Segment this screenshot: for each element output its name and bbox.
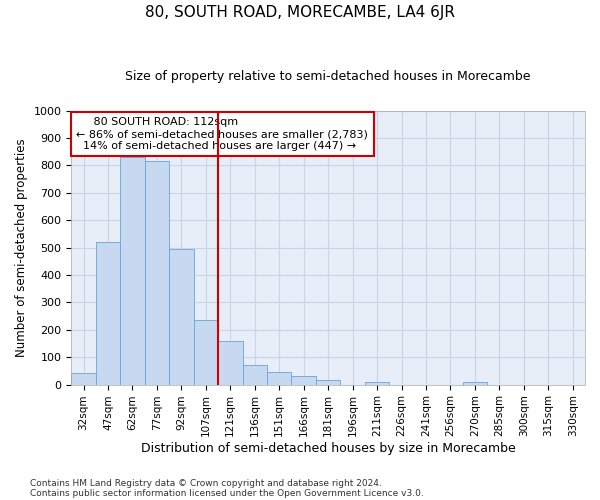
Title: Size of property relative to semi-detached houses in Morecambe: Size of property relative to semi-detach… bbox=[125, 70, 531, 83]
Text: 80, SOUTH ROAD, MORECAMBE, LA4 6JR: 80, SOUTH ROAD, MORECAMBE, LA4 6JR bbox=[145, 5, 455, 20]
Bar bbox=[365, 382, 389, 384]
Bar bbox=[292, 376, 316, 384]
Bar bbox=[145, 162, 169, 384]
Bar bbox=[242, 366, 267, 384]
Bar bbox=[218, 341, 242, 384]
Bar bbox=[463, 382, 487, 384]
Text: 80 SOUTH ROAD: 112sqm     
← 86% of semi-detached houses are smaller (2,783)
  1: 80 SOUTH ROAD: 112sqm ← 86% of semi-deta… bbox=[76, 118, 368, 150]
Bar bbox=[316, 380, 340, 384]
X-axis label: Distribution of semi-detached houses by size in Morecambe: Distribution of semi-detached houses by … bbox=[141, 442, 515, 455]
Bar bbox=[96, 242, 120, 384]
Bar bbox=[169, 249, 194, 384]
Bar bbox=[267, 372, 292, 384]
Bar bbox=[71, 373, 96, 384]
Y-axis label: Number of semi-detached properties: Number of semi-detached properties bbox=[15, 138, 28, 357]
Text: Contains public sector information licensed under the Open Government Licence v3: Contains public sector information licen… bbox=[30, 488, 424, 498]
Bar bbox=[120, 157, 145, 384]
Text: Contains HM Land Registry data © Crown copyright and database right 2024.: Contains HM Land Registry data © Crown c… bbox=[30, 478, 382, 488]
Bar bbox=[194, 320, 218, 384]
